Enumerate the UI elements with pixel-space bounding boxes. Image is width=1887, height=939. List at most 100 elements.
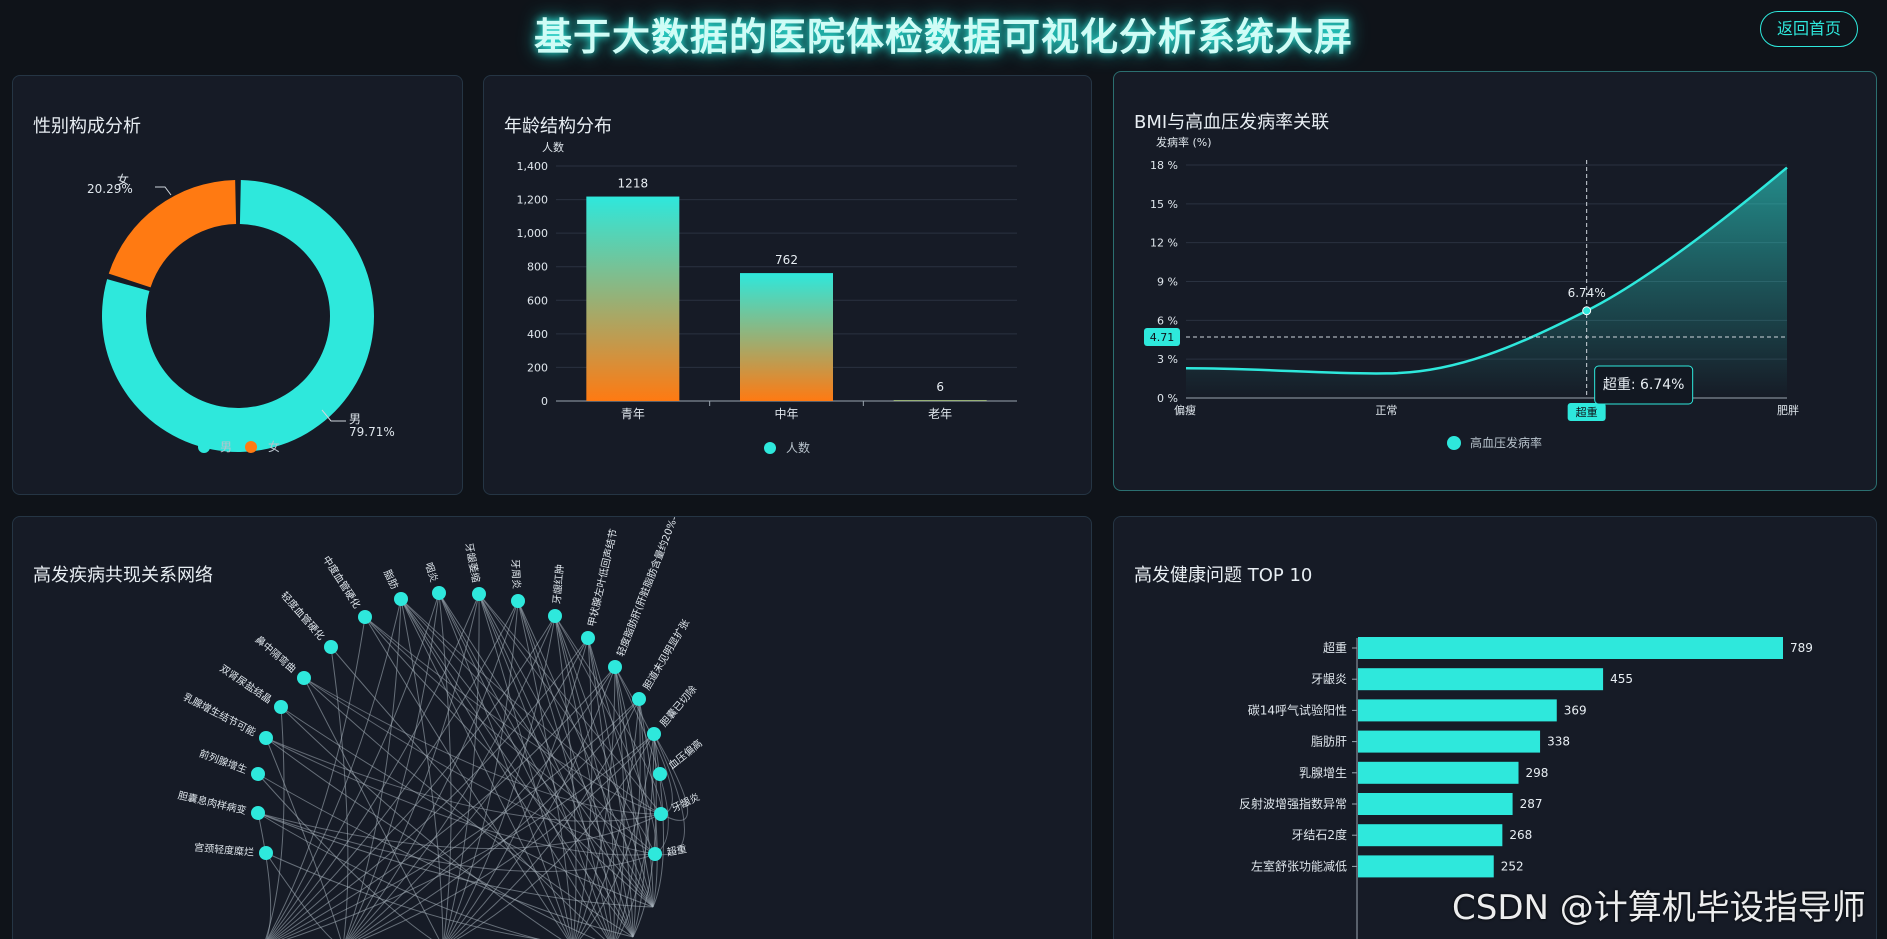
top10-bar[interactable] [1358, 699, 1557, 722]
network-node[interactable]: 胆囊息肉样病变 [177, 789, 265, 820]
bmi-pointer-x-badge [1567, 403, 1606, 421]
network-node[interactable]: 轻度血管硬化 [278, 589, 338, 654]
network-node-dot[interactable] [548, 609, 562, 623]
age-bar[interactable] [586, 196, 680, 401]
age-bar[interactable] [893, 399, 987, 401]
top10-value-label: 287 [1520, 797, 1543, 811]
network-link [478, 593, 656, 855]
network-link [364, 616, 662, 815]
network-node-label: 胆道未见明显扩张 [640, 617, 692, 692]
bmi-x-tick: 偏瘦 [1174, 403, 1196, 417]
network-link [257, 812, 654, 908]
network-node-dot[interactable] [358, 610, 372, 624]
network-node[interactable]: 鼻中隔弯曲 [253, 633, 311, 685]
gender-panel-title: 性别构成分析 [33, 116, 141, 137]
top10-bar[interactable] [1358, 730, 1541, 753]
network-node-dot[interactable] [654, 807, 668, 821]
age-legend-dot[interactable] [764, 442, 776, 454]
top10-bar[interactable] [1358, 824, 1503, 847]
top10-bar[interactable] [1358, 637, 1783, 659]
top10-value-label: 252 [1501, 859, 1524, 873]
network-node[interactable]: 咽炎 [422, 561, 446, 600]
network-node-dot[interactable] [608, 660, 622, 674]
network-node[interactable]: 牙龈红肿 [548, 564, 566, 623]
top10-bar[interactable] [1358, 855, 1494, 878]
bmi-active-point[interactable] [1582, 306, 1592, 316]
network-node-dot[interactable] [632, 692, 646, 706]
gender-donut-chart: 女 20.29% 男 79.71% 男 女 [87, 172, 395, 454]
network-node[interactable]: 脂肪 [381, 568, 408, 606]
bmi-legend-dot[interactable] [1447, 436, 1461, 450]
age-legend-label[interactable]: 人数 [786, 440, 810, 455]
network-node[interactable]: 牙周炎 [509, 559, 525, 608]
network-node[interactable]: 双肾尿盐结晶 [217, 662, 288, 714]
network-link [400, 598, 570, 939]
network-node-dot[interactable] [324, 640, 338, 654]
legend-male-dot[interactable] [198, 441, 210, 453]
top10-panel-title: 高发健康问题 TOP 10 [1134, 565, 1313, 586]
network-node-dot[interactable] [259, 846, 273, 860]
legend-female-label[interactable]: 女 [268, 439, 280, 454]
age-bar[interactable] [740, 273, 833, 401]
network-node[interactable]: 宫颈轻度糜烂 [194, 841, 273, 860]
network-node-label: 咽炎 [422, 561, 440, 584]
network-node[interactable]: 血压偏高 [653, 737, 705, 781]
network-node-label: 甲状腺左叶低回声结节 [585, 528, 620, 628]
network-node[interactable]: 中度血管硬化 [320, 553, 372, 624]
network-link [280, 706, 562, 939]
legend-male-label[interactable]: 男 [220, 440, 232, 454]
bmi-tooltip [1594, 365, 1694, 405]
network-node-label: 胆囊已切除 [657, 683, 699, 730]
network-link [554, 615, 654, 908]
network-node-dot[interactable] [274, 700, 288, 714]
network-node-dot[interactable] [251, 767, 265, 781]
network-node-dot[interactable] [472, 587, 486, 601]
page-title: 基于大数据的医院体检数据可视化分析系统大屏 [533, 15, 1353, 59]
bmi-pointer-y-badge [1144, 328, 1180, 347]
network-node-dot[interactable] [251, 806, 265, 820]
network-link [614, 666, 625, 939]
top10-category-label: 乳腺增生 [1299, 766, 1347, 780]
top10-value-label: 455 [1610, 672, 1633, 686]
bmi-y-tick: 15 % [1150, 198, 1178, 211]
top10-bar[interactable] [1358, 761, 1519, 784]
watermark: CSDN @计算机毕设指导师 [1452, 888, 1866, 928]
legend-female-dot[interactable] [245, 441, 257, 453]
donut-slice-male[interactable] [101, 180, 375, 452]
donut-slice-female[interactable] [108, 180, 237, 288]
network-node[interactable]: 轻度脂肪肝(肝脏脂肪含量约20%-30%) [608, 517, 690, 674]
back-home-button[interactable]: 返回首页 [1760, 11, 1858, 47]
network-link [614, 666, 669, 855]
network-graph: 中度血管硬化轻度血管硬化鼻中隔弯曲双肾尿盐结晶乳腺增生结节可能前列腺增生胆囊息肉… [177, 517, 705, 939]
network-node-dot[interactable] [297, 671, 311, 685]
top10-bar[interactable] [1358, 668, 1604, 691]
top10-bar[interactable] [1358, 793, 1513, 815]
network-node-dot[interactable] [259, 731, 273, 745]
bmi-y-tick: 12 % [1150, 237, 1178, 250]
top10-value-label: 338 [1547, 735, 1570, 749]
network-panel-title: 高发疾病共现关系网络 [33, 565, 213, 586]
network-node[interactable]: 甲状腺左叶低回声结节 [581, 528, 620, 645]
bmi-panel: BMI与高血压发病率关联 发病率 (%) 0 % 3 % 6 % 9 % 12 % 15 … [1113, 71, 1877, 491]
male-label: 男 [349, 412, 361, 426]
network-node-dot[interactable] [394, 592, 408, 606]
network-link [450, 666, 616, 939]
top10-bar-chart: 超重 789 牙龈炎 455 碳14呼气试验阳性 369 脂肪肝 338 乳腺增生 298 反射波增… [1239, 637, 1813, 939]
network-node[interactable]: 胆囊已切除 [647, 683, 699, 741]
network-node[interactable]: 前列腺增生 [197, 747, 265, 781]
bmi-series-line[interactable] [1185, 166, 1788, 375]
network-node-dot[interactable] [581, 631, 595, 645]
network-node-dot[interactable] [647, 727, 661, 741]
age-x-tick: 老年 [928, 407, 952, 421]
network-node-dot[interactable] [511, 594, 525, 608]
network-node-dot[interactable] [432, 586, 446, 600]
top10-panel: 高发健康问题 TOP 10 超重 789 牙龈炎 455 碳14呼气试验阳性 369 脂肪肝… [1113, 516, 1877, 939]
gender-panel: 性别构成分析 女 20.29% 男 79.71% 男 女 [12, 75, 463, 495]
network-node[interactable]: 牙龈萎缩 [462, 542, 486, 601]
network-node-dot[interactable] [648, 847, 662, 861]
network-node[interactable]: 超重 [648, 842, 688, 861]
top10-category-label: 左室舒张功能减低 [1251, 858, 1347, 873]
bmi-legend-label[interactable]: 高血压发病率 [1470, 435, 1542, 450]
network-node-dot[interactable] [653, 767, 667, 781]
network-link [303, 677, 656, 855]
